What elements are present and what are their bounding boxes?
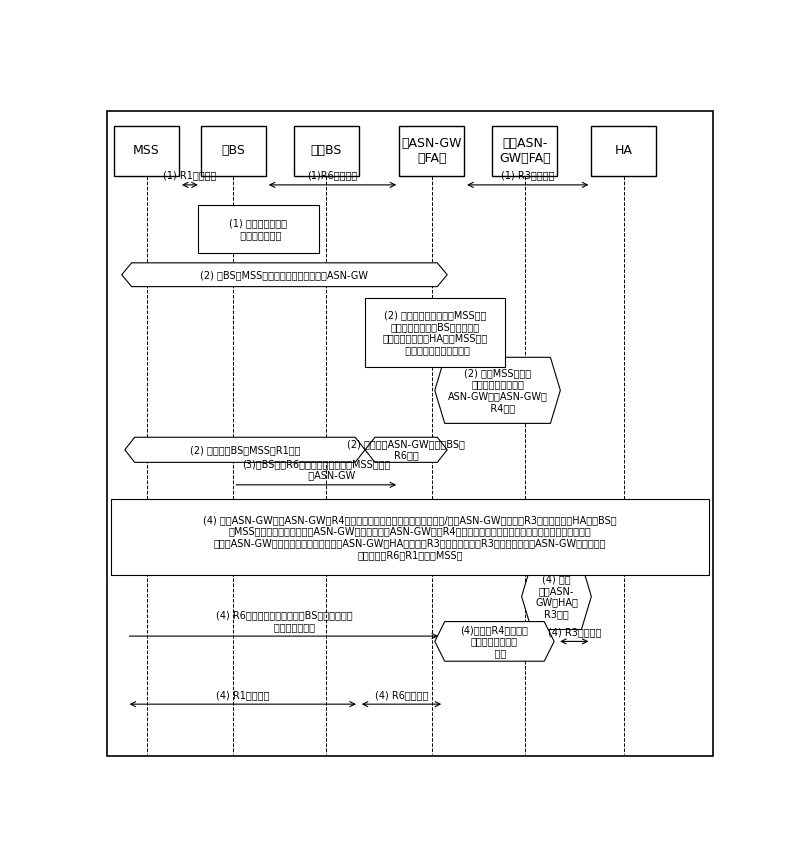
Text: (4) R1数据通路: (4) R1数据通路 (216, 690, 270, 700)
Bar (399, 126, 464, 176)
Polygon shape (522, 564, 591, 630)
Text: 目标BS: 目标BS (310, 144, 342, 157)
Text: (4) R6数据通路（此通路在源BS缓存数据报发
       送完毕后关闭）: (4) R6数据通路（此通路在源BS缓存数据报发 送完毕后关闭） (215, 610, 352, 631)
Text: (2) 交换MSS的相关
切换信息，建立目标
ASN-GW与源ASN-GW的
   R4通道: (2) 交换MSS的相关 切换信息，建立目标 ASN-GW与源ASN-GW的 R… (448, 368, 547, 413)
Text: 源ASN-GW
（FA）: 源ASN-GW （FA） (402, 137, 462, 165)
Text: HA: HA (615, 144, 633, 157)
Bar (111, 499, 709, 576)
Bar (492, 126, 558, 176)
Text: 目标ASN-
GW（FA）: 目标ASN- GW（FA） (499, 137, 550, 165)
Bar (114, 126, 179, 176)
Text: (1)R6数据通路: (1)R6数据通路 (307, 171, 358, 180)
Text: (1) 根据实际情况缓
  存部分下行数据: (1) 根据实际情况缓 存部分下行数据 (229, 218, 287, 240)
Polygon shape (365, 438, 447, 462)
Polygon shape (122, 263, 447, 287)
Text: (2) 建立目标ASN-GW与目标BS的
R6通道: (2) 建立目标ASN-GW与目标BS的 R6通道 (347, 439, 465, 461)
Bar (201, 126, 266, 176)
Text: (4) R3数据通路: (4) R3数据通路 (548, 627, 601, 637)
Text: (3)源BS通过R6数据通路转发缓存的MSS数据至
          源ASN-GW: (3)源BS通过R6数据通路转发缓存的MSS数据至 源ASN-GW (242, 459, 390, 480)
Bar (294, 126, 359, 176)
Text: (1) R1数据通路: (1) R1数据通路 (163, 171, 217, 180)
Text: (2) 源BS与MSS协商触发切换，并通知源ASN-GW: (2) 源BS与MSS协商触发切换，并通知源ASN-GW (201, 269, 369, 280)
Text: (2) 建立目标BS与MSS的R1通道: (2) 建立目标BS与MSS的R1通道 (190, 444, 300, 455)
Text: (1) R3数据通路: (1) R3数据通路 (501, 171, 554, 180)
Polygon shape (435, 357, 560, 423)
Text: (4) 目标ASN-GW与源ASN-GW的R4通道建立失败（资源不足等原因），源/目标ASN-GW决定触发R3迁移；所有从HA和源BS来
的MSS的下行数据报都: (4) 目标ASN-GW与源ASN-GW的R4通道建立失败（资源不足等原因），源… (203, 515, 617, 559)
Polygon shape (435, 621, 554, 662)
Text: MSS: MSS (133, 144, 160, 157)
Text: (4) 建立
目标ASN-
GW与HA的
R3通道: (4) 建立 目标ASN- GW与HA的 R3通道 (535, 574, 578, 619)
Bar (198, 205, 318, 253)
Polygon shape (125, 438, 365, 462)
Text: (2) 判断决定需要建立该MSS的缓
存器，并决定从源BS中转发以前
的数据报；所有从HA来的MSS的下
  行数据报都进入缓存器。: (2) 判断决定需要建立该MSS的缓 存器，并决定从源BS中转发以前 的数据报；… (382, 310, 487, 355)
Bar (591, 126, 657, 176)
Text: (4) R6数据通路: (4) R6数据通路 (374, 690, 428, 700)
Bar (365, 298, 505, 367)
Text: (4)：临时R4数据通路
（缓存器释放后关
    闭）: (4)：临时R4数据通路 （缓存器释放后关 闭） (461, 625, 529, 658)
Text: 源BS: 源BS (222, 144, 246, 157)
